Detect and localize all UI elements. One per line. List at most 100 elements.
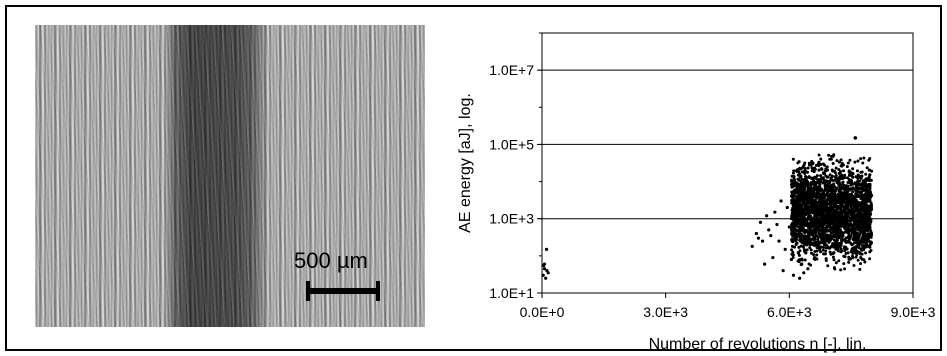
data-point bbox=[850, 187, 854, 191]
data-point bbox=[842, 192, 846, 196]
data-point bbox=[804, 202, 808, 206]
data-point bbox=[802, 238, 806, 242]
data-point bbox=[866, 193, 870, 197]
data-point bbox=[803, 198, 807, 202]
data-point bbox=[815, 181, 819, 185]
data-point bbox=[793, 238, 797, 242]
data-point bbox=[799, 223, 803, 227]
data-point bbox=[787, 225, 791, 229]
data-point bbox=[844, 211, 848, 215]
data-point bbox=[794, 217, 798, 221]
data-point bbox=[865, 243, 869, 247]
data-point bbox=[839, 164, 843, 168]
data-point bbox=[827, 240, 831, 244]
data-point bbox=[861, 234, 865, 238]
data-point bbox=[797, 245, 801, 249]
data-point bbox=[809, 248, 813, 252]
data-point bbox=[856, 203, 860, 207]
data-point bbox=[838, 189, 842, 193]
data-point bbox=[802, 186, 806, 190]
data-point bbox=[843, 176, 847, 180]
data-point bbox=[799, 263, 803, 267]
data-point bbox=[800, 257, 804, 261]
data-point bbox=[846, 161, 850, 165]
data-point bbox=[835, 159, 839, 163]
data-point bbox=[867, 224, 871, 228]
data-point bbox=[842, 200, 846, 204]
data-point bbox=[771, 255, 775, 260]
data-point bbox=[794, 200, 798, 204]
data-point bbox=[854, 248, 858, 252]
data-point bbox=[821, 206, 825, 210]
data-point bbox=[806, 183, 810, 187]
data-point bbox=[817, 184, 821, 188]
scale-bar bbox=[306, 281, 380, 301]
data-point bbox=[861, 218, 865, 222]
data-point bbox=[835, 186, 839, 190]
data-point bbox=[827, 153, 831, 157]
data-point bbox=[830, 186, 834, 190]
data-point bbox=[835, 240, 839, 244]
data-point bbox=[796, 173, 800, 177]
data-point bbox=[865, 166, 869, 170]
data-point bbox=[805, 248, 809, 252]
data-point bbox=[750, 244, 754, 248]
data-point bbox=[801, 209, 805, 213]
data-point bbox=[796, 225, 800, 229]
data-point bbox=[812, 199, 816, 203]
data-point bbox=[818, 247, 822, 251]
data-point bbox=[803, 231, 807, 235]
data-point bbox=[803, 172, 807, 176]
data-point bbox=[820, 226, 824, 230]
data-point bbox=[802, 249, 806, 253]
x-axis-title: Number of revolutions n [-], lin. bbox=[649, 336, 867, 353]
data-point bbox=[822, 245, 826, 249]
data-point bbox=[817, 206, 821, 210]
data-point bbox=[834, 218, 838, 222]
data-point bbox=[792, 188, 796, 192]
data-point bbox=[815, 249, 819, 253]
data-point bbox=[829, 252, 833, 256]
data-point bbox=[826, 183, 830, 187]
data-point bbox=[833, 229, 837, 233]
data-point bbox=[792, 169, 796, 173]
data-point bbox=[806, 217, 810, 221]
data-point bbox=[869, 235, 873, 239]
data-point bbox=[867, 175, 871, 179]
data-point bbox=[822, 252, 826, 256]
data-point bbox=[792, 245, 796, 249]
data-point bbox=[844, 203, 848, 207]
data-point bbox=[812, 241, 816, 245]
data-point bbox=[847, 231, 851, 235]
data-point bbox=[834, 176, 838, 180]
data-point bbox=[830, 219, 834, 223]
data-point bbox=[826, 264, 830, 268]
data-point bbox=[849, 193, 853, 197]
data-point bbox=[853, 222, 857, 226]
data-point bbox=[818, 194, 822, 198]
data-point bbox=[804, 175, 808, 179]
data-point bbox=[800, 170, 804, 174]
data-point bbox=[806, 231, 810, 235]
data-point bbox=[853, 182, 857, 186]
data-point bbox=[856, 212, 860, 216]
data-point bbox=[845, 217, 849, 221]
data-point bbox=[863, 180, 867, 184]
data-point bbox=[825, 175, 829, 179]
data-point bbox=[846, 197, 850, 201]
data-point bbox=[790, 237, 794, 241]
data-point bbox=[806, 166, 810, 170]
data-point bbox=[767, 228, 771, 232]
data-point bbox=[823, 208, 827, 212]
data-point bbox=[807, 175, 811, 179]
data-point bbox=[830, 191, 834, 195]
data-point bbox=[818, 241, 822, 245]
data-point bbox=[821, 236, 825, 240]
data-point bbox=[791, 273, 796, 277]
data-point bbox=[541, 273, 545, 277]
data-point bbox=[839, 268, 843, 272]
data-point bbox=[542, 267, 547, 271]
data-point bbox=[785, 205, 789, 210]
data-point bbox=[809, 176, 813, 180]
